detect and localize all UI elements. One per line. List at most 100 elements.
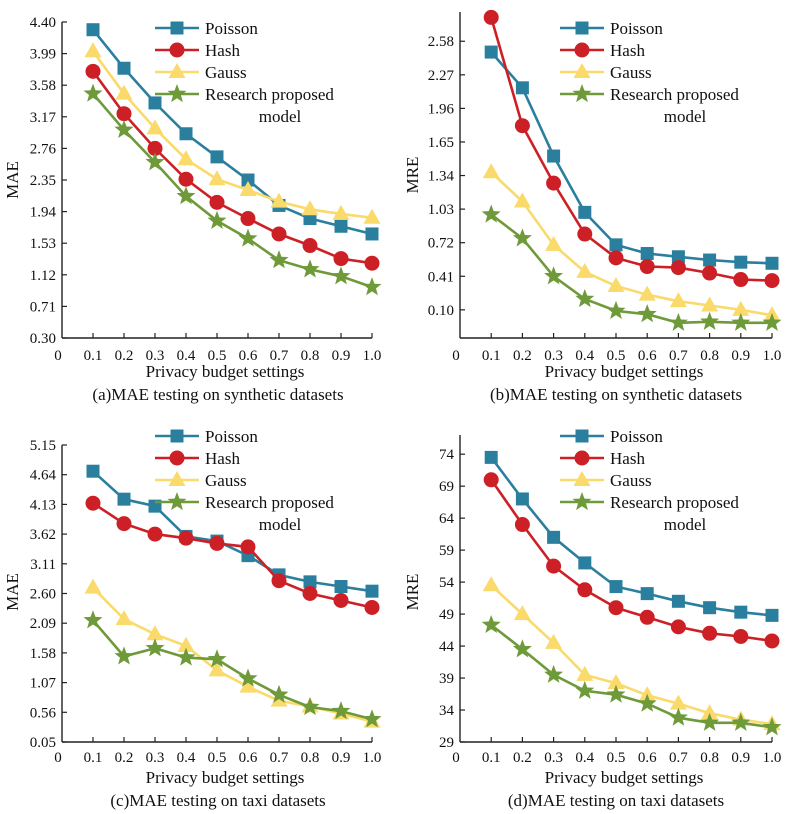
data-point-marker [483, 9, 499, 25]
legend-label: Poisson [610, 19, 663, 38]
x-tick-label: 0.1 [84, 348, 103, 364]
data-point-marker [762, 717, 782, 736]
data-point-marker [547, 149, 561, 163]
legend-marker-square [575, 21, 589, 35]
data-point-marker [300, 697, 320, 716]
series-hash [483, 472, 780, 649]
y-tick-label: 69 [439, 479, 454, 495]
data-point-marker [208, 661, 226, 677]
data-point-marker [765, 608, 779, 622]
x-tick-label: 0.4 [575, 750, 594, 766]
legend-label-continued: model [664, 107, 707, 126]
series-line [91, 70, 373, 265]
series-poisson [484, 450, 779, 622]
x-tick-label: 0.1 [482, 348, 501, 364]
y-axis-title: MRE [403, 157, 422, 194]
data-point-marker [177, 150, 195, 166]
series-line [490, 584, 773, 726]
data-point-marker [731, 712, 751, 731]
data-point-marker [609, 238, 623, 252]
data-point-marker [670, 619, 686, 635]
data-point-marker [483, 472, 499, 488]
data-point-marker [332, 204, 350, 220]
data-point-marker [86, 464, 100, 478]
data-point-marker [762, 312, 782, 331]
series-line [91, 28, 373, 236]
data-point-marker [701, 296, 719, 312]
panel-caption: (b)MAE testing on synthetic datasets [490, 385, 742, 404]
legend-marker-square [170, 21, 184, 35]
data-point-marker [547, 530, 561, 544]
data-point-marker [83, 610, 103, 629]
data-point-marker [147, 526, 163, 542]
data-point-marker [700, 311, 720, 330]
legend-label: Hash [610, 41, 645, 60]
data-point-marker [84, 42, 102, 58]
legend: Poisson Hash Gauss Research proposed model [155, 427, 334, 534]
data-point-marker [764, 273, 780, 289]
data-point-marker [544, 266, 564, 285]
legend-marker-square [575, 429, 589, 443]
y-tick-label: 3.11 [30, 557, 56, 573]
legend-marker-circle [169, 450, 185, 466]
x-tick-label: 0.3 [544, 750, 563, 766]
data-point-marker [514, 118, 530, 134]
legend-marker-circle [169, 42, 185, 58]
data-point-marker [363, 208, 381, 224]
series-line [92, 92, 373, 289]
data-point-marker [606, 684, 626, 703]
data-point-marker [607, 674, 625, 690]
legend-marker-star [167, 492, 187, 511]
data-point-marker [302, 238, 318, 254]
data-point-marker [333, 251, 349, 267]
data-point-marker [117, 61, 131, 75]
legend-marker-triangle [168, 63, 186, 78]
y-tick-label: 1.65 [428, 135, 454, 151]
y-tick-label: 0.30 [30, 331, 56, 347]
data-point-marker [85, 63, 101, 79]
data-point-marker [513, 192, 531, 208]
series-hash [483, 9, 780, 289]
x-axis-title: Privacy budget settings [146, 362, 305, 381]
x-axis-title: Privacy budget settings [545, 768, 704, 787]
data-point-marker [637, 693, 657, 712]
x-tick-label: 0.4 [177, 348, 196, 364]
series-gauss [482, 163, 781, 322]
x-tick-label: 0 [54, 348, 62, 364]
x-tick-label: 0.3 [146, 750, 165, 766]
y-tick-label: 4.40 [30, 15, 56, 31]
chart-panel-a: 0 0.1 0.2 0.3 0.4 0.5 0.6 0.7 0.8 0.9 1.0 0.30 0.71 1… [3, 15, 382, 404]
series-line [490, 623, 773, 729]
x-tick-label: 1.0 [763, 750, 782, 766]
data-point-marker [546, 558, 562, 574]
series-line [490, 479, 773, 643]
series-line [490, 213, 772, 325]
y-tick-label: 1.12 [30, 268, 56, 284]
data-point-marker [608, 600, 624, 616]
legend-label: Hash [205, 41, 240, 60]
x-tick-label: 1.0 [363, 348, 382, 364]
y-tick-label: 59 [439, 543, 454, 559]
legend-label-continued: model [664, 515, 707, 534]
data-point-marker [177, 636, 195, 652]
data-point-marker [575, 680, 595, 699]
x-tick-label: 0.5 [607, 750, 626, 766]
data-point-marker [576, 665, 594, 681]
panel-caption: (c)MAE testing on taxi datasets [110, 791, 325, 810]
legend-label: Research proposed [610, 85, 739, 104]
data-point-marker [270, 691, 288, 707]
series-line [92, 470, 373, 593]
chart-panel-c: 0 0.1 0.2 0.3 0.4 0.5 0.6 0.7 0.8 0.9 1.0 0.05 0.56 1… [3, 427, 382, 810]
data-point-marker [484, 450, 498, 464]
x-tick-label: 0 [452, 348, 460, 364]
series-hash [85, 495, 380, 615]
data-point-marker [608, 250, 624, 266]
x-tick-label: 0.9 [731, 348, 750, 364]
y-tick-label: 0.56 [30, 705, 57, 721]
y-tick-label: 49 [439, 607, 454, 623]
data-point-marker [702, 265, 718, 281]
y-tick-label: 3.58 [30, 78, 56, 94]
x-tick-label: 0.3 [544, 348, 563, 364]
data-point-marker [334, 219, 348, 233]
